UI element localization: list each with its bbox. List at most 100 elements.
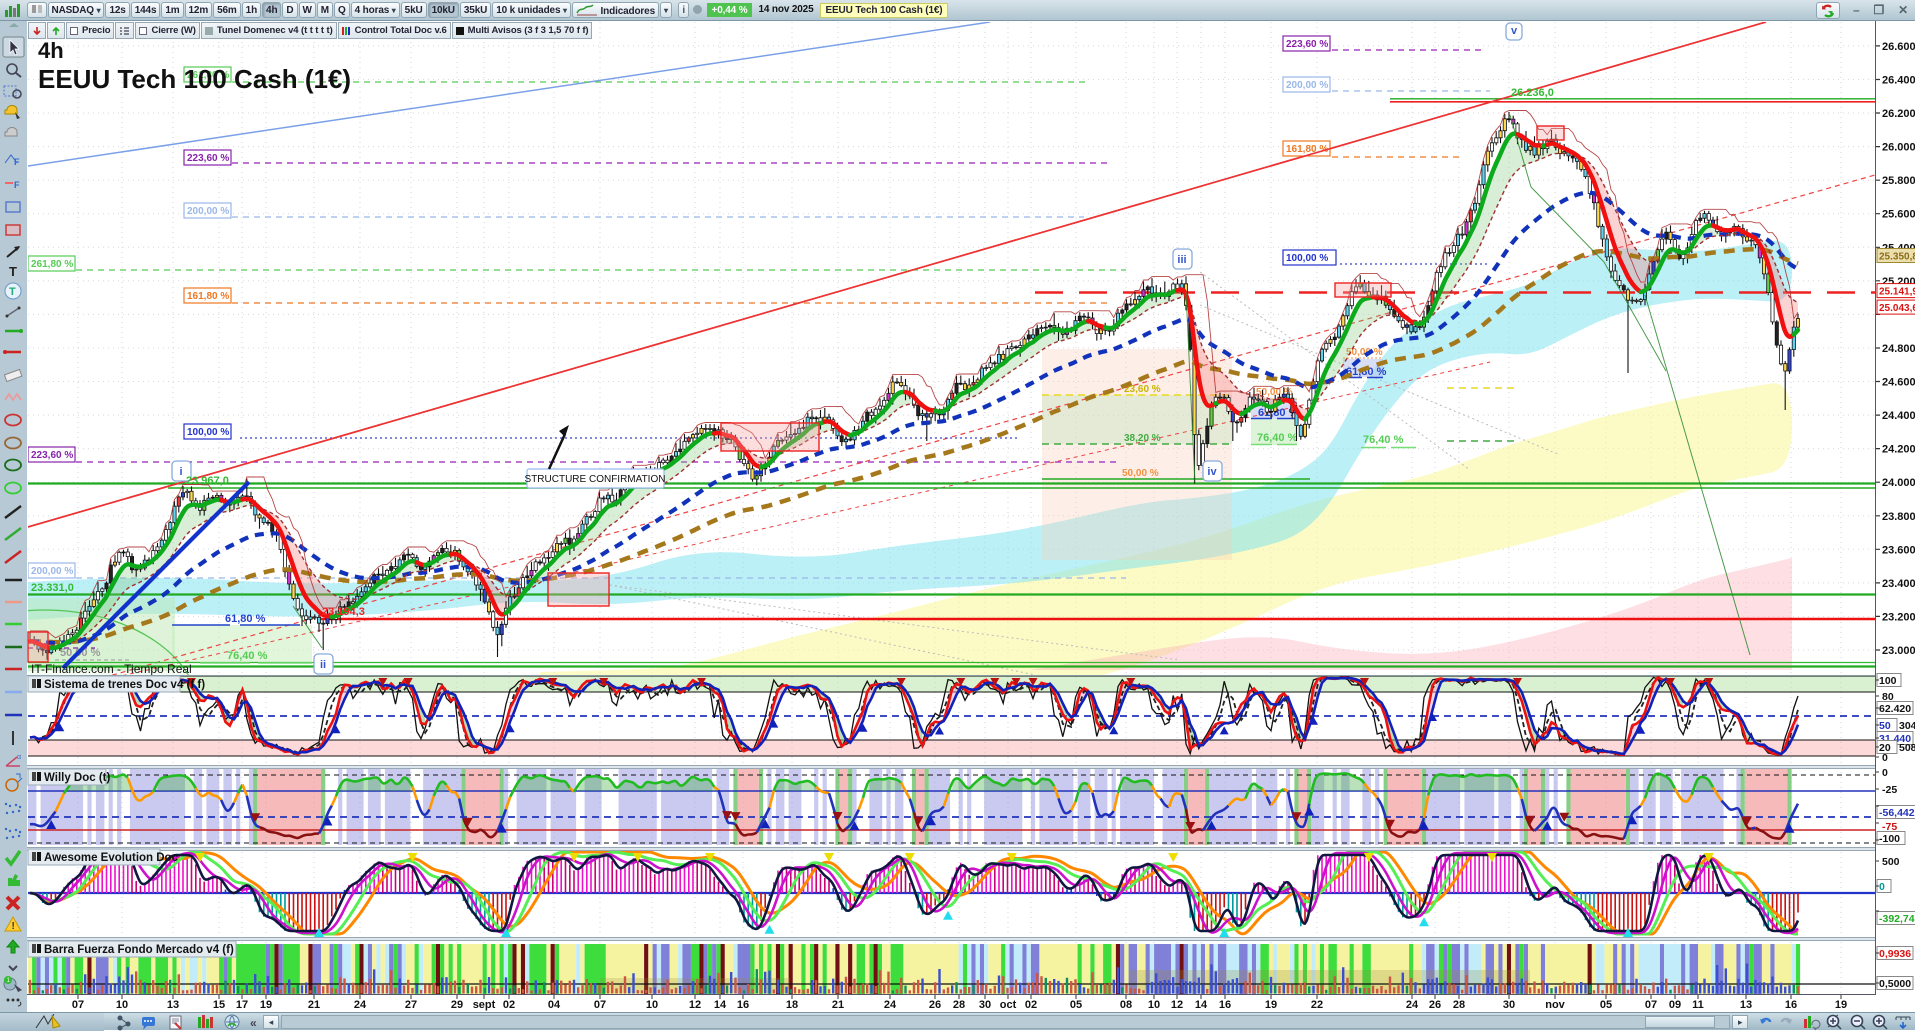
svg-text:21: 21	[308, 999, 320, 1011]
svg-text:23.967,0: 23.967,0	[186, 475, 229, 487]
svg-text:17: 17	[236, 999, 248, 1011]
svg-text:16: 16	[737, 999, 749, 1011]
svg-text:α: α	[17, 754, 21, 761]
svg-text:12: 12	[689, 999, 701, 1011]
svg-text:STRUCTURE CONFIRMATION: STRUCTURE CONFIRMATION	[525, 474, 666, 485]
svg-text:21: 21	[832, 999, 844, 1011]
svg-text:28: 28	[953, 999, 965, 1011]
svg-text:25.043,6: 25.043,6	[1879, 303, 1915, 314]
svg-text:50,00 %: 50,00 %	[1256, 387, 1293, 398]
svg-text:!: !	[12, 921, 15, 932]
svg-text:13: 13	[167, 999, 179, 1011]
svg-text:T: T	[9, 264, 17, 279]
svg-text:04: 04	[548, 999, 561, 1011]
svg-text:Sistema de trenes Doc v4 (f f): Sistema de trenes Doc v4 (f f)	[44, 679, 205, 691]
svg-text:200,00 %: 200,00 %	[31, 566, 73, 577]
svg-text:nov: nov	[1545, 999, 1565, 1011]
svg-text:4h: 4h	[38, 38, 64, 63]
svg-text:F: F	[14, 157, 20, 167]
svg-text:161,80 %: 161,80 %	[187, 291, 229, 302]
svg-text:09: 09	[1669, 999, 1681, 1011]
svg-text:Barra Fuerza Fondo Mercado v4: Barra Fuerza Fondo Mercado v4 (f)	[44, 944, 234, 956]
svg-text:19: 19	[1265, 999, 1277, 1011]
svg-text:26: 26	[1429, 999, 1441, 1011]
svg-text:12: 12	[1171, 999, 1183, 1011]
svg-text:«: «	[250, 1016, 257, 1030]
svg-text:24.400: 24.400	[1882, 410, 1915, 422]
svg-text:25.800: 25.800	[1882, 175, 1915, 187]
svg-text:61,80 %: 61,80 %	[1346, 366, 1387, 378]
svg-text:07: 07	[72, 999, 84, 1011]
svg-text:23.331,0: 23.331,0	[31, 582, 74, 594]
svg-text:80: 80	[1882, 691, 1894, 703]
svg-text:23.400: 23.400	[1882, 578, 1915, 590]
svg-text:76,40 %: 76,40 %	[227, 650, 268, 662]
svg-text:100,00 %: 100,00 %	[1286, 253, 1328, 264]
svg-text:0,9936: 0,9936	[1879, 948, 1911, 960]
svg-text:24: 24	[354, 999, 367, 1011]
svg-text:50,00 %: 50,00 %	[1122, 468, 1159, 479]
svg-text:38,20 %: 38,20 %	[1124, 433, 1161, 444]
svg-text:23.194,3: 23.194,3	[322, 606, 365, 618]
svg-text:500: 500	[1882, 856, 1900, 868]
svg-text:100,00 %: 100,00 %	[187, 427, 229, 438]
svg-text:26.400: 26.400	[1882, 75, 1915, 87]
svg-text:24: 24	[1406, 999, 1419, 1011]
svg-text:-100: -100	[1879, 833, 1900, 845]
svg-text:10: 10	[116, 999, 128, 1011]
svg-text:Willy Doc (t): Willy Doc (t)	[44, 772, 111, 784]
svg-text:-56,442: -56,442	[1879, 807, 1915, 819]
svg-text:23.200: 23.200	[1882, 611, 1915, 623]
svg-text:0: 0	[1882, 767, 1888, 779]
svg-text:26.600: 26.600	[1882, 41, 1915, 53]
svg-text:50: 50	[1879, 720, 1891, 732]
svg-text:EEUU Tech 100 Cash (1€): EEUU Tech 100 Cash (1€)	[38, 64, 351, 94]
svg-text:11: 11	[1692, 999, 1704, 1011]
svg-text:304: 304	[1899, 720, 1915, 732]
svg-text:05: 05	[1070, 999, 1082, 1011]
svg-text:10: 10	[646, 999, 658, 1011]
svg-text:223,60 %: 223,60 %	[1286, 39, 1328, 50]
svg-text:200,00 %: 200,00 %	[1286, 80, 1328, 91]
svg-text:02: 02	[1025, 999, 1037, 1011]
svg-text:23.600: 23.600	[1882, 544, 1915, 556]
svg-text:13: 13	[1740, 999, 1752, 1011]
svg-text:24.800: 24.800	[1882, 343, 1915, 355]
svg-text:07: 07	[1645, 999, 1657, 1011]
svg-text:05: 05	[1600, 999, 1612, 1011]
svg-text:25.350,8: 25.350,8	[1879, 252, 1915, 263]
svg-text:62.420: 62.420	[1879, 703, 1911, 715]
svg-text:223,60 %: 223,60 %	[187, 153, 229, 164]
svg-text:-392,74: -392,74	[1879, 913, 1915, 925]
svg-text:0: 0	[1882, 752, 1888, 764]
svg-text:02: 02	[503, 999, 515, 1011]
svg-text:30: 30	[1503, 999, 1515, 1011]
svg-text:25.141,9: 25.141,9	[1879, 287, 1915, 298]
svg-text:26.200: 26.200	[1882, 108, 1915, 120]
svg-text:29: 29	[451, 999, 463, 1011]
svg-text:1: 1	[7, 978, 11, 984]
svg-text:223,60 %: 223,60 %	[31, 450, 73, 461]
svg-text:F: F	[14, 180, 20, 190]
svg-text:24.000: 24.000	[1882, 477, 1915, 489]
svg-text:14: 14	[1195, 999, 1208, 1011]
svg-text:508: 508	[1899, 742, 1915, 754]
svg-text:19: 19	[1835, 999, 1847, 1011]
svg-text:oct: oct	[1000, 999, 1017, 1011]
svg-text:iv: iv	[1207, 466, 1217, 478]
svg-text:-75: -75	[1882, 821, 1897, 833]
svg-text:100: 100	[1879, 675, 1897, 687]
svg-text:25.600: 25.600	[1882, 209, 1915, 221]
svg-text:v: v	[1511, 25, 1518, 37]
svg-text:T: T	[9, 286, 16, 298]
svg-text:16: 16	[1785, 999, 1797, 1011]
svg-text:50,00 %: 50,00 %	[1346, 347, 1383, 358]
svg-text:19: 19	[260, 999, 272, 1011]
svg-text:261,80 %: 261,80 %	[187, 70, 229, 81]
svg-text:08: 08	[1120, 999, 1132, 1011]
svg-text:ii: ii	[320, 659, 326, 671]
svg-text:261,80 %: 261,80 %	[31, 259, 73, 270]
svg-text:16: 16	[1219, 999, 1231, 1011]
svg-text:161,80 %: 161,80 %	[1286, 144, 1328, 155]
svg-text:26: 26	[929, 999, 941, 1011]
